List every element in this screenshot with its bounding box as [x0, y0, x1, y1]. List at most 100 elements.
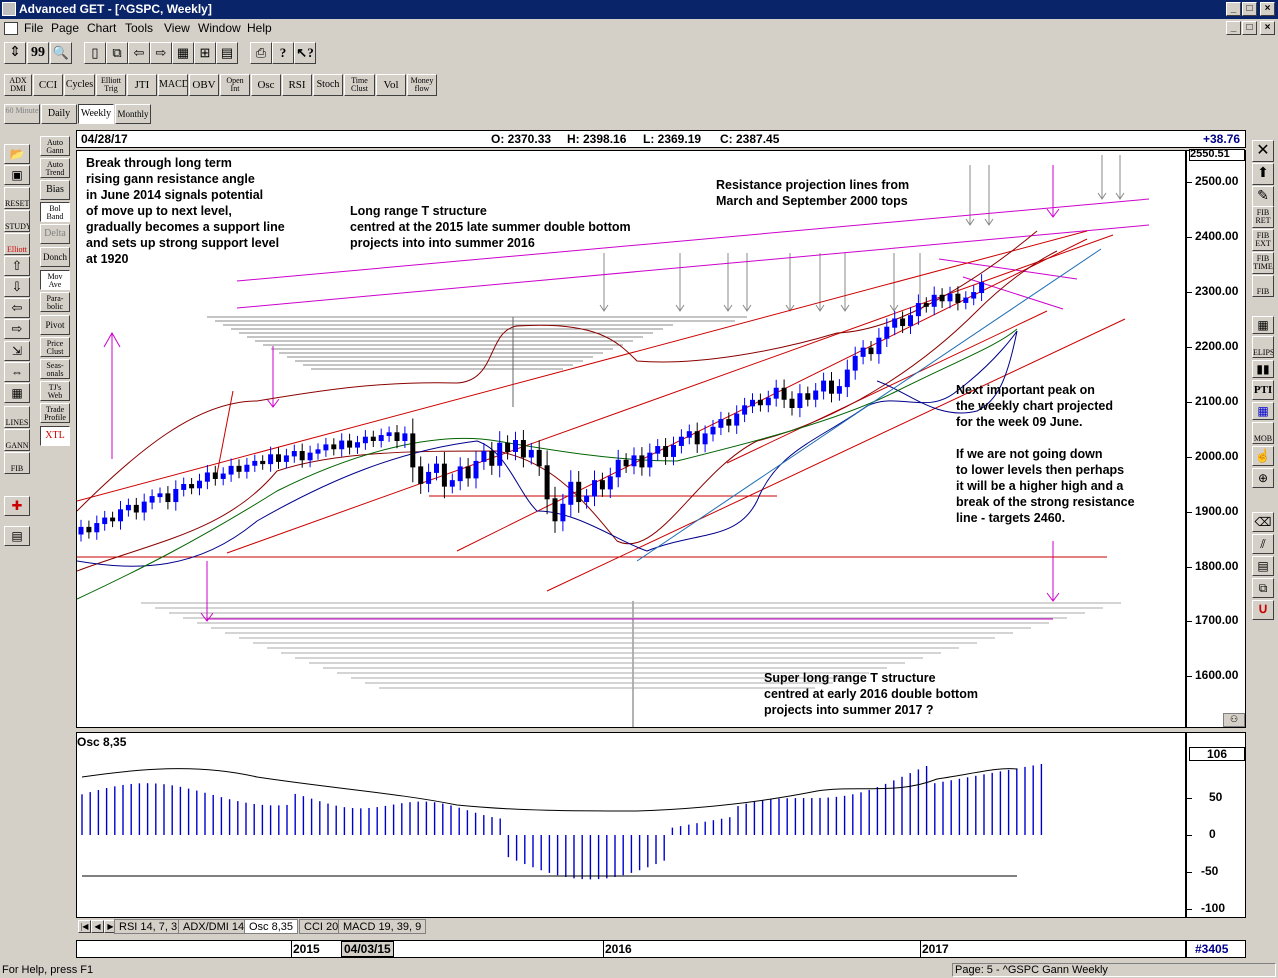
app-icon[interactable] — [2, 2, 16, 16]
study-osc[interactable]: Osc — [251, 74, 281, 96]
save-icon[interactable]: ▣ — [4, 165, 30, 185]
doc-restore-button[interactable]: □ — [1242, 21, 1257, 35]
pti-button[interactable]: PTI — [1252, 380, 1274, 400]
study-cycles[interactable]: Cycles — [64, 74, 95, 96]
layout-icon[interactable]: ▤ — [216, 42, 238, 64]
open-icon[interactable]: 📂 — [4, 144, 30, 164]
menu-view[interactable]: View — [164, 21, 190, 35]
menu-file[interactable]: File — [24, 21, 44, 35]
print-icon[interactable]: ⎙ — [250, 42, 272, 64]
study-xtl[interactable]: XTL — [40, 426, 70, 446]
study-tjs-web[interactable]: TJ's Web — [40, 381, 70, 401]
period-60-minute[interactable]: 60 Minute — [4, 104, 40, 124]
fib-circle-button[interactable]: FIB — [1252, 275, 1274, 297]
doc-close-button[interactable]: × — [1260, 21, 1275, 35]
grid-tool-icon[interactable]: ▦ — [1252, 316, 1274, 334]
minimize-button[interactable]: _ — [1226, 2, 1241, 16]
arrow-left-icon[interactable]: ⇦ — [4, 298, 30, 318]
study-delta[interactable]: Delta — [40, 224, 70, 244]
study-auto-gann[interactable]: Auto Gann — [40, 136, 70, 156]
table-icon[interactable]: ▦ — [4, 383, 30, 403]
channel-icon[interactable]: ⫽ — [1252, 534, 1274, 554]
arrow-up-icon[interactable]: ⇧ — [4, 256, 30, 276]
study-parabolic[interactable]: Para-bolic — [40, 292, 70, 312]
notes-icon[interactable]: ▤ — [1252, 556, 1274, 576]
price-chart-area[interactable] — [76, 150, 1186, 728]
study-mov-ave[interactable]: Mov Ave — [40, 270, 70, 290]
study-jti[interactable]: JTI — [127, 74, 157, 96]
table-tool-icon[interactable]: ▦ — [1252, 402, 1274, 420]
arrow-down-icon[interactable]: ⇩ — [4, 277, 30, 297]
mob-button[interactable]: MOB — [1252, 422, 1274, 444]
study-auto-trend[interactable]: Auto Trend — [40, 158, 70, 178]
menu-window[interactable]: Window — [198, 21, 241, 35]
arrow-right-icon[interactable]: ⇨ — [4, 319, 30, 339]
study-pivot[interactable]: Pivot — [40, 315, 70, 335]
hand-icon[interactable]: ☝ — [1252, 446, 1274, 466]
study-vol[interactable]: Vol — [376, 74, 406, 96]
expand-icon[interactable]: ⇔ — [4, 362, 30, 382]
oscillator-panel[interactable]: Osc 8,35 — [76, 732, 1186, 918]
period-weekly[interactable]: Weekly — [78, 104, 114, 124]
study-bol-band[interactable]: Bol Band — [40, 202, 70, 222]
magnify-icon[interactable]: ⊕ — [1252, 468, 1274, 488]
tab-scroll-first-icon[interactable]: |◀ — [78, 920, 91, 933]
help-icon[interactable]: ? — [272, 42, 294, 64]
menu-chart[interactable]: Chart — [87, 21, 117, 35]
study-price-clust[interactable]: Price Clust — [40, 337, 70, 357]
cursor-icon[interactable]: ⇕ — [4, 42, 26, 64]
tab-macd[interactable]: MACD 19, 39, 9 — [338, 919, 427, 934]
study-macd[interactable]: MACD — [158, 74, 188, 96]
study-elliott-trig[interactable]: Elliott Trig — [96, 74, 126, 96]
study-donch[interactable]: Donch — [40, 247, 70, 267]
forward-icon[interactable]: ⇨ — [150, 42, 172, 64]
elips-button[interactable]: ELIPS — [1252, 336, 1274, 358]
study-seasonals[interactable]: Seas-onals — [40, 359, 70, 379]
tab-adx-dmi[interactable]: ADX/DMI 14 — [178, 919, 250, 934]
tab-scroll-left-icon[interactable]: ◀ — [91, 920, 104, 933]
study-time-clust[interactable]: Time Clust — [344, 74, 375, 96]
bars-icon[interactable]: ▮▮ — [1252, 360, 1274, 378]
study-trade-profile[interactable]: Trade Profile — [40, 403, 70, 423]
back-icon[interactable]: ⇦ — [128, 42, 150, 64]
chart-icon[interactable]: ▦ — [172, 42, 194, 64]
maximize-button[interactable]: □ — [1242, 2, 1257, 16]
scroll-up-icon[interactable]: ⬆ — [1252, 163, 1274, 185]
period-monthly[interactable]: Monthly — [115, 104, 151, 124]
fib-time-button[interactable]: FIB TIME — [1252, 252, 1274, 274]
quote-icon[interactable]: 99 — [27, 42, 49, 64]
study-obv[interactable]: OBV — [189, 74, 219, 96]
study-button[interactable]: STUDY — [4, 210, 30, 232]
properties-icon[interactable]: ▤ — [4, 526, 30, 546]
document-icon[interactable] — [4, 22, 18, 35]
menu-tools[interactable]: Tools — [125, 21, 154, 35]
copy-icon[interactable]: ⧉ — [106, 42, 128, 64]
magnet-icon[interactable]: ∪ — [1252, 600, 1274, 620]
compress-icon[interactable]: ⇲ — [4, 341, 30, 361]
grid-icon[interactable]: ⊞ — [194, 42, 216, 64]
study-bias[interactable]: Bias — [40, 180, 70, 200]
study-adx-dmi[interactable]: ADX DMI — [4, 74, 32, 96]
gann-button[interactable]: GANN — [4, 429, 30, 451]
close-button[interactable]: × — [1260, 2, 1275, 16]
lines-button[interactable]: LINES — [4, 406, 30, 428]
crosshair-icon[interactable]: ✚ — [4, 496, 30, 516]
study-cci[interactable]: CCI — [33, 74, 63, 96]
study-open-int[interactable]: Open Int — [220, 74, 250, 96]
context-help-icon[interactable]: ↖? — [294, 42, 316, 64]
menu-page[interactable]: Page — [51, 21, 80, 35]
doc-minimize-button[interactable]: _ — [1226, 21, 1241, 35]
study-rsi[interactable]: RSI — [282, 74, 312, 96]
pencil-icon[interactable]: ✎ — [1252, 186, 1274, 208]
menu-help[interactable]: Help — [247, 21, 272, 35]
binoculars-icon[interactable]: ⚇ — [1223, 713, 1245, 727]
tab-osc[interactable]: Osc 8,35 — [244, 919, 299, 934]
tab-rsi[interactable]: RSI 14, 7, 3 — [114, 919, 183, 934]
close-chart-icon[interactable]: ✕ — [1252, 140, 1274, 162]
fib-ext-button[interactable]: FIB EXT — [1252, 229, 1274, 251]
layers-icon[interactable]: ⧉ — [1252, 578, 1274, 598]
study-money-flow[interactable]: Money flow — [407, 74, 437, 96]
tab-cci[interactable]: CCI 20 — [299, 919, 344, 934]
eraser-icon[interactable]: ⌫ — [1252, 512, 1274, 532]
fib-button[interactable]: FIB — [4, 452, 30, 474]
